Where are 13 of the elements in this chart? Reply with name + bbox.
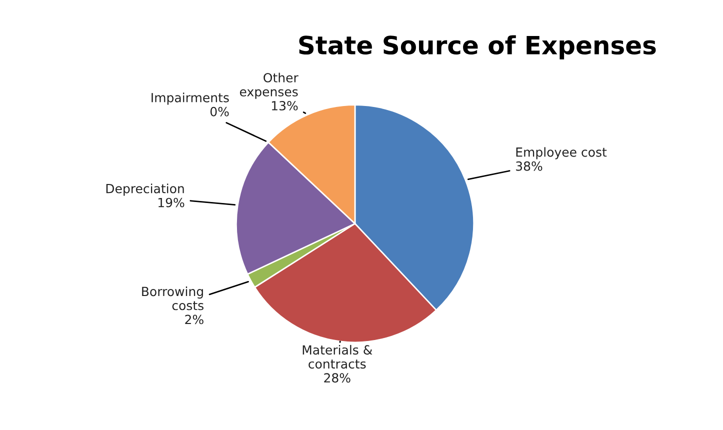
slice-label: Materials & contracts bbox=[302, 344, 372, 369]
data-label: 38% bbox=[516, 161, 542, 171]
data-label: 2% bbox=[185, 314, 204, 324]
data-label: 19% bbox=[158, 198, 184, 208]
data-label: 13% bbox=[272, 100, 298, 110]
slice-label: Depreciation bbox=[106, 184, 184, 196]
text: 0% bbox=[210, 106, 229, 116]
category-label: Impairments bbox=[152, 92, 229, 105]
slice-label: Other expenses bbox=[240, 72, 298, 99]
slice-label: Employee cost bbox=[516, 147, 607, 160]
chart-title: State Source of Expenses bbox=[299, 35, 656, 60]
data-label: 28% bbox=[324, 373, 350, 383]
slice-label: Borrowing costs bbox=[142, 286, 204, 310]
